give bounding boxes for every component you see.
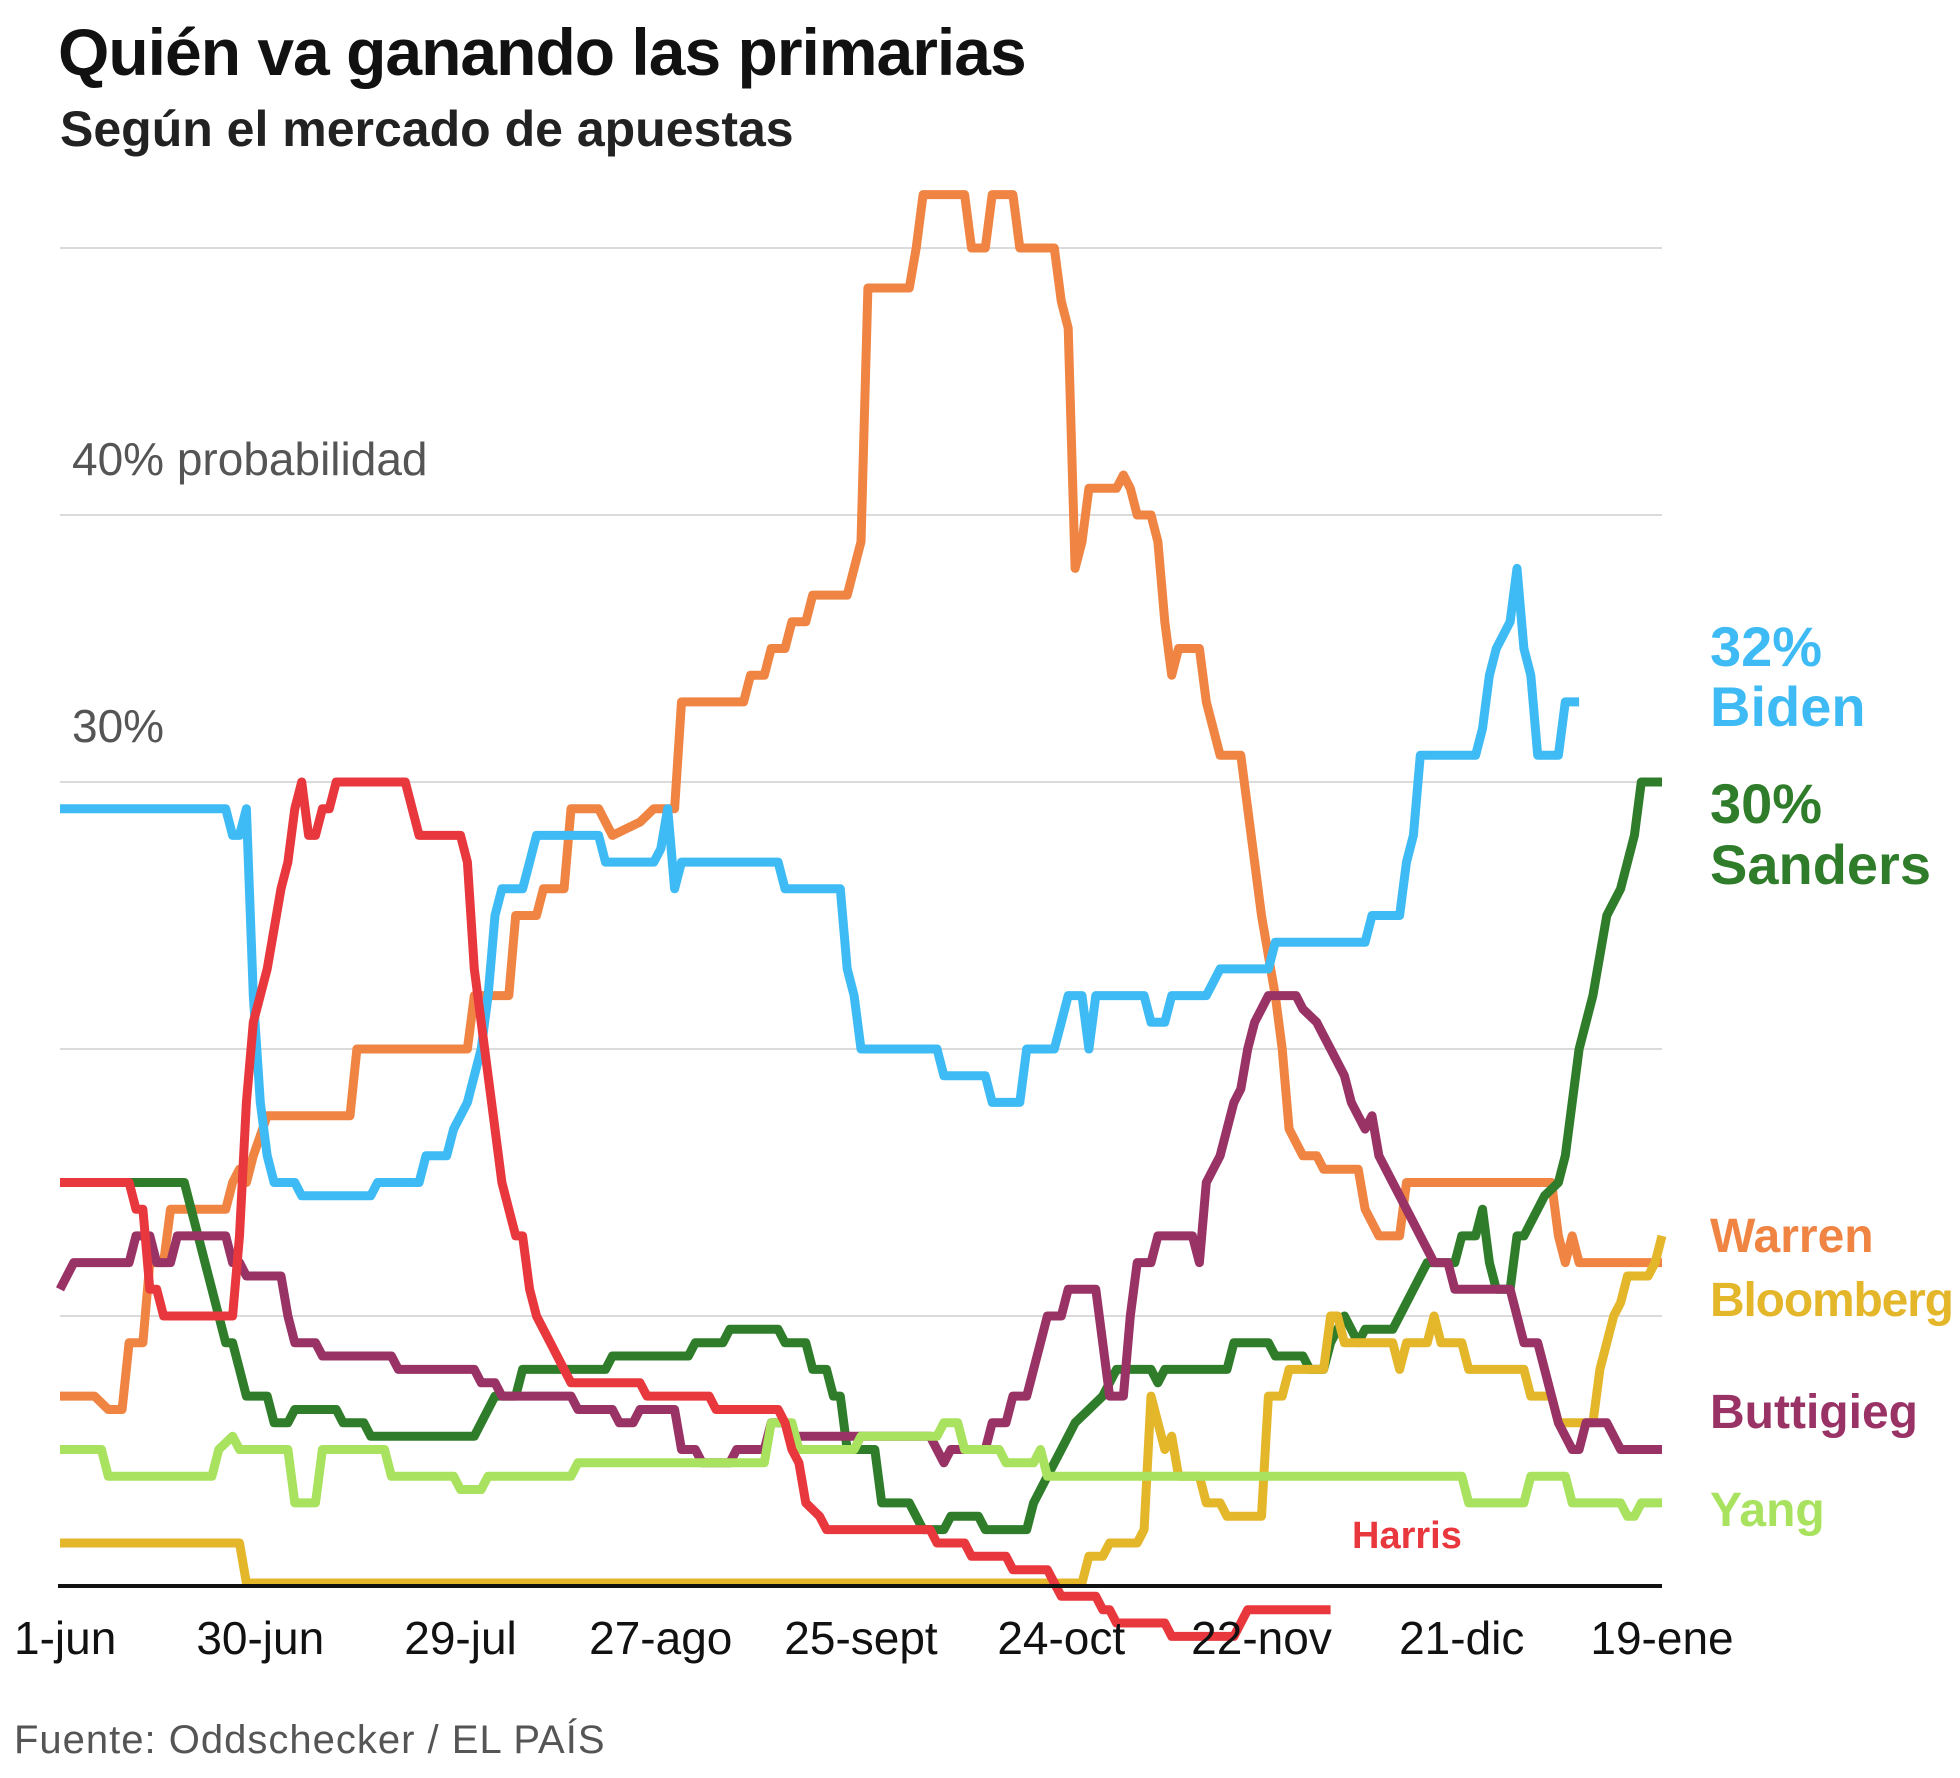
gridline-label-30: 30% — [72, 700, 164, 752]
line-chart: 40% probabilidad 30% 1-jun 30-jun 29-jul 27-… — [14, 190, 1954, 1664]
x-axis: 1-jun 30-jun 29-jul 27-ago 25-sept 24-oct 22-n… — [14, 1584, 1734, 1664]
series-label-buttigieg: Buttigieg — [1710, 1386, 1918, 1439]
x-tick-label-22-nov: 22-nov — [1191, 1612, 1332, 1664]
series-label-yang: Yang — [1710, 1484, 1825, 1537]
series-line-buttigieg — [56, 991, 1662, 1468]
gridline-label-40: 40% probabilidad — [72, 433, 428, 485]
x-tick-label-30-jun: 30-jun — [196, 1612, 324, 1664]
series-line-sanders — [60, 777, 1662, 1535]
series-label-biden: Biden — [1710, 675, 1866, 738]
x-tick-label-24-oct: 24-oct — [997, 1612, 1125, 1664]
series-label-warren: Warren — [1710, 1210, 1874, 1263]
series-labels: 32%Biden 30%Sanders Warren Bloomberg Buttigi… — [1352, 615, 1954, 1557]
series-label-sanders: Sanders — [1710, 833, 1931, 896]
x-tick-label-29-jul: 29-jul — [404, 1612, 517, 1664]
series-label-harris: Harris — [1352, 1515, 1462, 1557]
series-label-biden-pct: 32% — [1710, 615, 1822, 678]
series-line-warren — [60, 190, 1662, 1414]
source-note: Fuente: Oddschecker / EL PAÍS — [14, 1718, 606, 1762]
chart-subtitle: Según el mercado de apuestas — [60, 101, 794, 157]
x-tick-label-27-ago: 27-ago — [589, 1612, 732, 1664]
x-tick-label-21-dic: 21-dic — [1399, 1612, 1524, 1664]
series-label-sanders-pct: 30% — [1710, 772, 1822, 835]
gridlines: 40% probabilidad 30% — [60, 247, 1662, 1317]
x-tick-label-25-sept: 25-sept — [784, 1612, 938, 1664]
series-line-yang — [60, 1418, 1662, 1521]
series-line-harris — [60, 777, 1331, 1641]
x-tick-label-1-jun: 1-jun — [14, 1612, 116, 1664]
series-line-bloomberg — [60, 1234, 1667, 1588]
series-line-biden — [60, 563, 1580, 1201]
series-label-bloomberg: Bloomberg — [1710, 1274, 1954, 1327]
chart-title: Quién va ganando las primarias — [58, 15, 1027, 89]
series-lines — [56, 190, 1667, 1641]
x-tick-label-19-ene: 19-ene — [1590, 1612, 1733, 1664]
